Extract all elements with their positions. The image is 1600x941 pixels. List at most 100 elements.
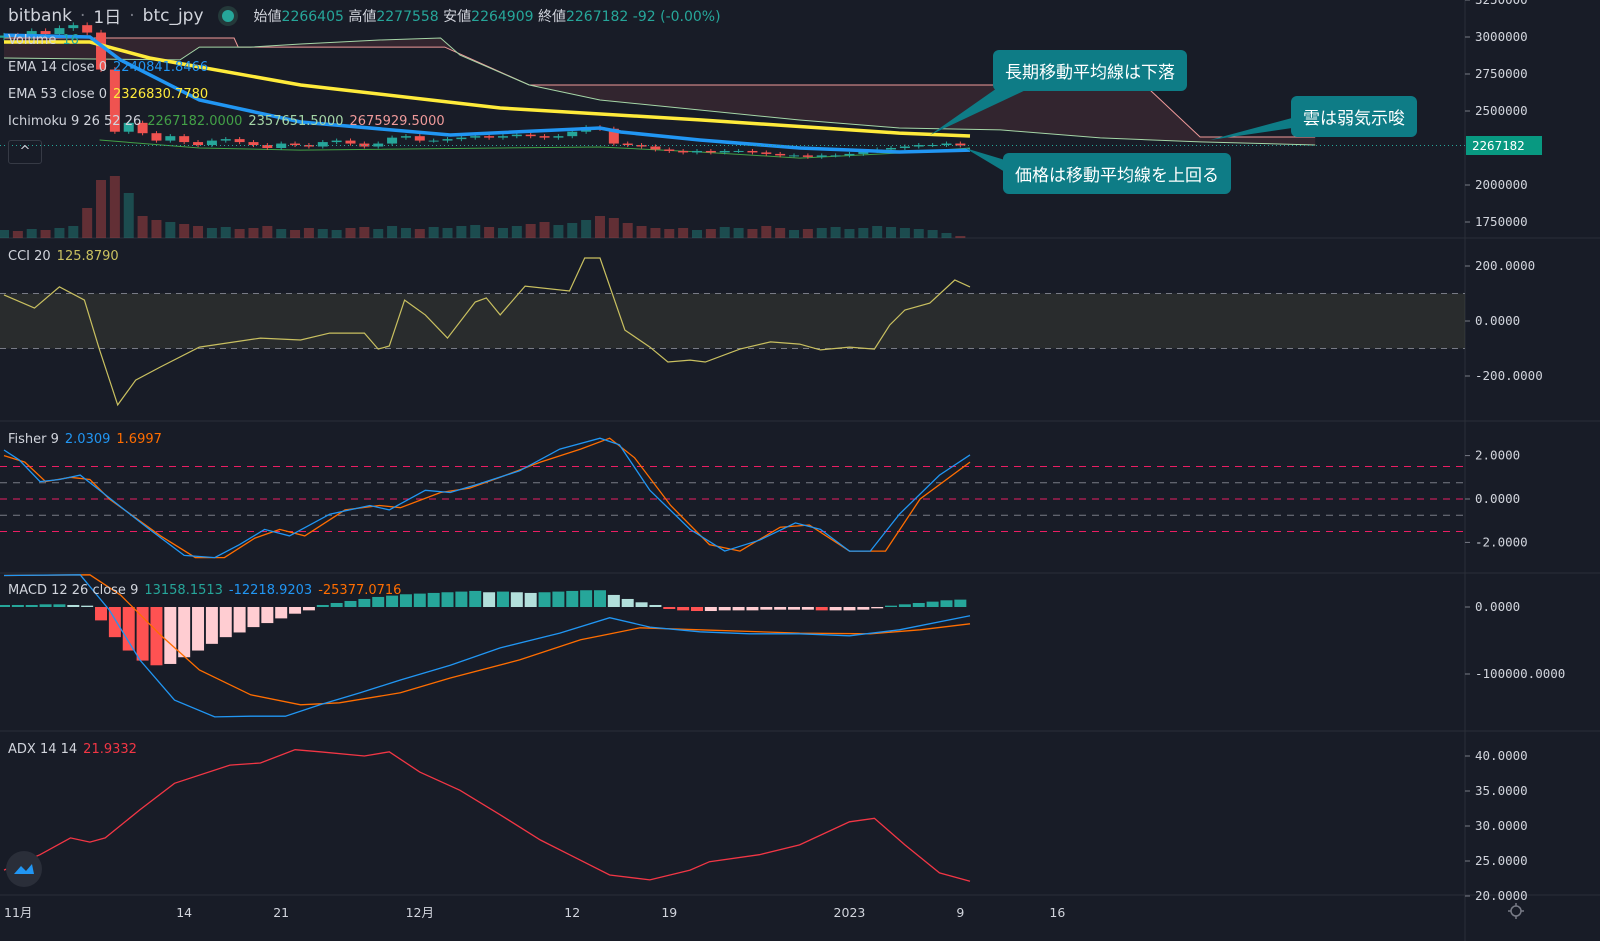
- ichimoku-span-a-line: [3, 37, 1316, 146]
- candle[interactable]: [733, 150, 744, 152]
- legend-ema53[interactable]: EMA 53 close 0 2326830.7780: [8, 87, 214, 102]
- candle[interactable]: [206, 140, 217, 146]
- legend-fisher[interactable]: Fisher 9 2.0309 1.6997: [8, 432, 168, 447]
- candle[interactable]: [886, 148, 897, 150]
- legend-value: 2267182.0000: [147, 114, 243, 129]
- candle[interactable]: [899, 146, 910, 148]
- candle[interactable]: [400, 136, 411, 138]
- candle[interactable]: [373, 143, 384, 147]
- price-axis[interactable]: 3250000 3000000 2750000 2500000 2000000 17500…: [1465, 0, 1565, 903]
- candle[interactable]: [955, 143, 966, 146]
- adx-pane[interactable]: [3, 749, 971, 882]
- legend-value: 125.8790: [56, 249, 119, 264]
- candle[interactable]: [123, 122, 134, 132]
- time-axis[interactable]: 11月 14 21 12月 12 19 2023 9 16: [4, 905, 1065, 920]
- fisher-pane[interactable]: [0, 437, 1465, 559]
- callout-pointer: [1210, 118, 1292, 140]
- legend-cci[interactable]: CCI 20 125.8790: [8, 249, 125, 264]
- candle[interactable]: [470, 136, 481, 138]
- candle[interactable]: [636, 145, 647, 147]
- candle[interactable]: [276, 143, 287, 148]
- candle[interactable]: [844, 153, 855, 156]
- candle[interactable]: [678, 150, 689, 153]
- legend-adx[interactable]: ADX 14 14 21.9332: [8, 742, 143, 757]
- macd-histogram-bar: [150, 607, 163, 666]
- candle[interactable]: [331, 140, 342, 143]
- candle[interactable]: [775, 153, 786, 156]
- candle[interactable]: [539, 136, 550, 138]
- volume-bar: [941, 233, 952, 238]
- candle[interactable]: [109, 69, 120, 132]
- candle[interactable]: [68, 25, 79, 29]
- candle[interactable]: [858, 150, 869, 154]
- candle[interactable]: [802, 155, 813, 157]
- candle[interactable]: [234, 139, 245, 143]
- candle[interactable]: [151, 133, 162, 141]
- legend-volume[interactable]: Volume 16: [8, 33, 85, 48]
- callout-price-above-ma[interactable]: 価格は移動平均線を上回る: [1003, 153, 1231, 194]
- candle[interactable]: [692, 150, 702, 153]
- callout-pointer: [965, 148, 1005, 172]
- candle[interactable]: [428, 140, 439, 142]
- legend-macd[interactable]: MACD 12 26 close 9 13158.1513 -12218.9203-…: [8, 583, 407, 598]
- candle[interactable]: [442, 139, 453, 141]
- candle[interactable]: [553, 136, 564, 138]
- legend-name: Fisher 9: [8, 432, 59, 447]
- legend-ichimoku[interactable]: Ichimoku 9 26 52 26 2267182.0000 2357651.5…: [8, 114, 451, 129]
- candle[interactable]: [816, 155, 827, 157]
- candle[interactable]: [608, 128, 619, 144]
- legend-value: 21.9332: [83, 742, 137, 757]
- macd-histogram-bar: [0, 604, 10, 607]
- candle[interactable]: [622, 143, 633, 146]
- candle[interactable]: [165, 136, 176, 141]
- candle[interactable]: [747, 150, 758, 153]
- interval[interactable]: 1日: [93, 8, 122, 28]
- macd-pane[interactable]: [0, 574, 971, 718]
- candle[interactable]: [220, 139, 231, 141]
- candle[interactable]: [179, 136, 190, 143]
- price-tick-label: 2000000: [1475, 177, 1528, 192]
- candle[interactable]: [345, 140, 356, 144]
- adx-tick-label: 25.0000: [1475, 853, 1528, 868]
- candle[interactable]: [96, 32, 107, 70]
- candle[interactable]: [317, 142, 328, 147]
- candle[interactable]: [664, 149, 675, 151]
- candle[interactable]: [248, 142, 259, 146]
- candle[interactable]: [650, 146, 661, 150]
- candle[interactable]: [913, 145, 924, 147]
- candle[interactable]: [761, 152, 772, 154]
- candle[interactable]: [387, 137, 398, 144]
- candle[interactable]: [705, 150, 716, 153]
- candle[interactable]: [525, 134, 536, 137]
- candle[interactable]: [137, 122, 148, 134]
- candle[interactable]: [567, 131, 578, 137]
- cci-pane[interactable]: [0, 257, 1465, 407]
- candle[interactable]: [830, 155, 841, 157]
- collapse-legend-button[interactable]: ^: [8, 140, 42, 164]
- candle[interactable]: [414, 136, 425, 141]
- candle[interactable]: [54, 28, 65, 35]
- candle[interactable]: [941, 143, 952, 146]
- price-pane[interactable]: [0, 22, 1465, 238]
- candle[interactable]: [456, 137, 467, 140]
- exchange-name[interactable]: bitbank: [8, 5, 73, 26]
- legend-name: Volume: [8, 33, 57, 48]
- candle[interactable]: [719, 150, 730, 153]
- candle[interactable]: [262, 145, 273, 148]
- symbol-name[interactable]: btc_jpy: [142, 5, 204, 26]
- candle[interactable]: [484, 136, 495, 138]
- candle[interactable]: [290, 143, 301, 146]
- candle[interactable]: [511, 134, 522, 137]
- candle[interactable]: [193, 142, 204, 146]
- tradingview-logo-icon[interactable]: [6, 851, 42, 887]
- candle[interactable]: [789, 155, 800, 157]
- callout-cloud-bearish[interactable]: 雲は弱気示唆: [1291, 96, 1417, 137]
- candle[interactable]: [497, 136, 508, 138]
- callout-long-ma-falling[interactable]: 長期移動平均線は下落: [993, 50, 1187, 91]
- candle[interactable]: [40, 31, 51, 35]
- macd-histogram-bar: [760, 607, 773, 610]
- candle[interactable]: [82, 25, 93, 33]
- legend-ema14[interactable]: EMA 14 close 0 2240841.8466: [8, 60, 214, 75]
- settings-gear-icon[interactable]: [1507, 902, 1525, 920]
